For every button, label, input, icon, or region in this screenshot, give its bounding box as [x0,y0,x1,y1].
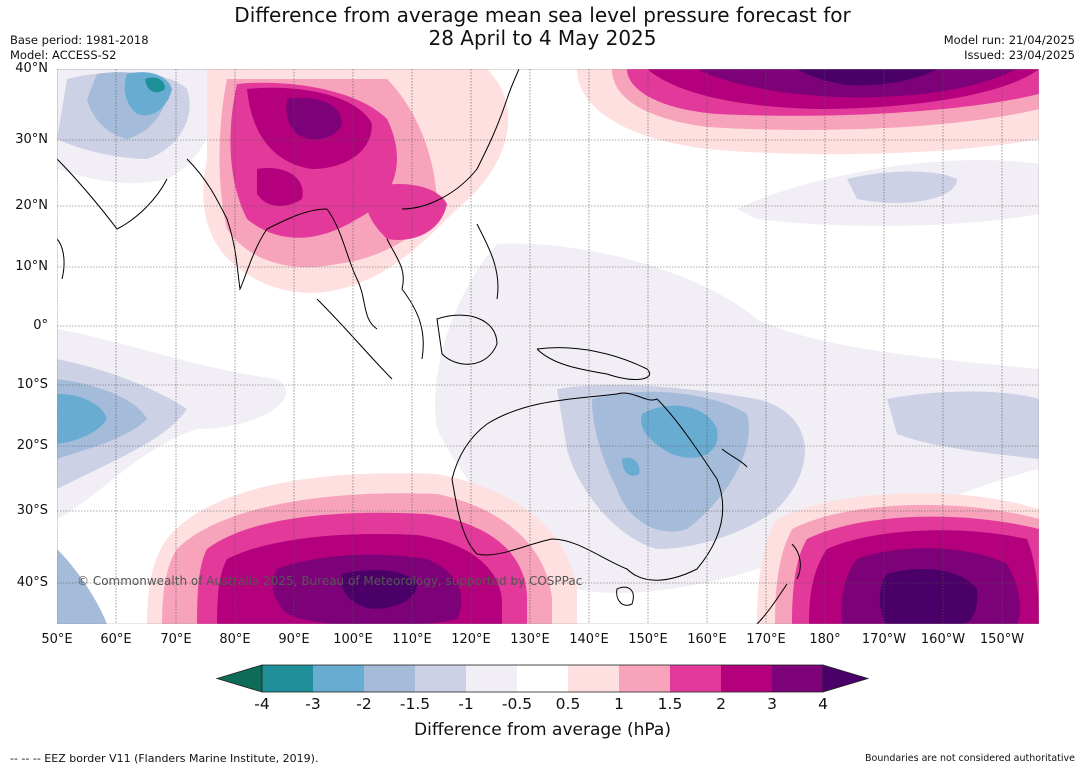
longitude-label: 150°E [628,632,668,647]
longitude-label: 150°W [979,632,1025,647]
colorbar-segments [215,664,870,693]
coastline-borneo [436,314,498,365]
latitude-label: 40°S [16,575,48,590]
longitude-label: 60°E [100,632,132,647]
longitude-label: 110°E [392,632,432,647]
anomaly-fields [57,69,1039,624]
colorbar-label: Difference from average (hPa) [414,720,671,740]
colorbar-segment [262,665,313,692]
anomaly-region-negative-4-arabia [145,77,165,93]
longitude-label: 50°E [41,632,73,647]
anomaly-region-negative-3-indian [57,394,107,444]
coastline-india [186,158,328,291]
colorbar-tick-label: -2 [356,695,372,713]
latitude-label: 20°N [15,198,48,213]
coastline-sumatra [316,298,393,380]
base-period: Base period: 1981-2018 [10,33,149,47]
anomaly-region-negative-3-qld [622,457,640,476]
anomaly-region-positive-2-india [257,168,303,206]
colorbar-tick-label: -4 [254,695,270,713]
anomaly-region-negative-15-northpacific [847,171,957,203]
colorbar-tick-label: 4 [818,695,828,713]
model-run: Model run: 21/04/2025 [943,33,1075,47]
colorbar-segment [721,665,772,692]
copyright-notice: © Commonwealth of Australia 2025, Bureau… [77,574,582,588]
coastline-indochina [326,208,424,360]
coastline-new-guinea [536,347,650,380]
anomaly-region-negative-2-southwest [57,549,107,624]
colorbar-extend-low [215,664,263,693]
longitude-label: 160°E [687,632,727,647]
coastline-africa-east [57,238,65,280]
colorbar-tick-label: 2 [716,695,726,713]
colorbar-tick-label: -1 [458,695,474,713]
anomaly-region-positive-4-northpacific [797,69,937,86]
map-title: Difference from average mean sea level p… [0,4,1085,50]
longitude-label: 70°E [160,632,192,647]
coastline-arabia [57,158,168,230]
longitude-label: 80°E [219,632,251,647]
longitude-label: 180° [809,632,841,647]
longitude-label: 160°W [920,632,966,647]
anomaly-region-positive-3-asia [286,97,342,140]
longitude-label: 120°E [451,632,491,647]
latitude-label: 40°N [15,61,48,76]
coastline-philippines [476,223,499,300]
colorbar-extend-high [822,664,870,693]
title-line-2: 28 April to 4 May 2025 [428,26,657,50]
model-name: Model: ACCESS-S2 [10,48,117,62]
boundaries-note: Boundaries are not considered authoritat… [865,753,1075,764]
colorbar-segment [568,665,619,692]
colorbar-segment [670,665,721,692]
latitude-label: 30°S [16,503,48,518]
title-line-1: Difference from average mean sea level p… [234,3,851,27]
coastline-tasmania [616,586,634,606]
colorbar-tick-label: 0.5 [555,695,581,713]
latitude-label: 0° [33,318,48,333]
eez-note: -- -- -- EEZ border V11 (Flanders Marine… [10,752,319,765]
graticule [57,69,1039,624]
colorbar-tick-label: -0.5 [501,695,533,713]
latitude-label: 30°N [15,132,48,147]
pressure-anomaly-map: © Commonwealth of Australia 2025, Bureau… [57,69,1039,624]
coastline-australia [451,392,724,581]
longitude-label: 170°W [861,632,907,647]
colorbar-tick-label: 3 [767,695,777,713]
colorbar-tick-label: -3 [305,695,321,713]
longitude-label: 140°E [569,632,609,647]
colorbar-segment [517,665,568,692]
anomaly-region-negative-3-australia [641,405,718,458]
colorbar-segment [619,665,670,692]
colorbar-segment [466,665,517,692]
longitude-label: 170°E [746,632,786,647]
coastline-new-caledonia [721,448,748,468]
longitude-label: 90°E [278,632,310,647]
colorbar-tick-label: 1 [614,695,624,713]
colorbar-segment [415,665,466,692]
longitude-label: 130°E [510,632,550,647]
latitude-label: 10°N [15,259,48,274]
anomaly-region-negative-15-pacific [887,391,1039,459]
anomaly-region-positive-15-china [365,184,447,240]
colorbar-tick-label: -1.5 [399,695,431,713]
latitude-label: 10°S [16,377,48,392]
coastlines [57,69,801,624]
colorbar-frame [261,664,824,693]
anomaly-region-positive-4-southindian [341,570,417,609]
colorbar [215,664,870,693]
coastline-china [401,69,520,210]
colorbar-segment [364,665,415,692]
longitude-label: 100°E [333,632,373,647]
colorbar-tick-label: 1.5 [657,695,683,713]
colorbar-segment [772,665,823,692]
coastline-new-zealand [756,543,801,624]
latitude-label: 20°S [16,438,48,453]
issued-date: Issued: 23/04/2025 [964,48,1075,62]
colorbar-segment [313,665,364,692]
